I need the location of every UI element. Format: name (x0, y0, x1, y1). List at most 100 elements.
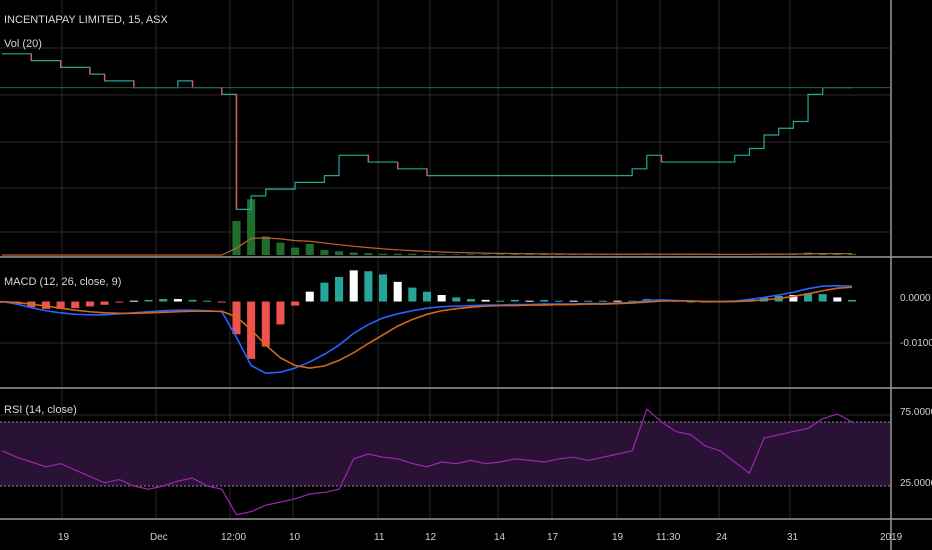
macd-histogram-bar (144, 299, 153, 302)
rsi-legend[interactable]: RSI (14, close) (4, 404, 77, 416)
volume-bar (452, 254, 461, 255)
volume-bar (247, 199, 256, 255)
volume-bar (305, 243, 314, 255)
x-label-31: 31 (787, 532, 799, 543)
volume-bar (364, 253, 373, 255)
macd-histogram-bar (584, 300, 593, 302)
macd-histogram-bar (452, 297, 461, 302)
volume-legend[interactable]: Vol (20) (4, 38, 42, 50)
volume-bar (276, 242, 285, 255)
macd-histogram-bar (818, 294, 827, 302)
volume-bar (510, 254, 519, 255)
volume-bar (540, 254, 549, 255)
macd-histogram-bar (393, 281, 402, 302)
macd-histogram-bar (364, 271, 373, 302)
macd-histogram-bar (261, 301, 270, 347)
macd-histogram-bar (320, 282, 329, 302)
volume-ma-line (2, 237, 853, 256)
macd-histogram-bar (100, 301, 109, 305)
rsi-series (1, 408, 853, 516)
volume-bar (408, 253, 417, 255)
volume-bar (437, 254, 446, 255)
macd-histogram-bar (203, 300, 212, 302)
macd-histogram-bar (789, 294, 798, 302)
macd-histogram-bar (628, 300, 637, 302)
x-label-14: 14 (494, 532, 506, 543)
macd-histogram-bar (686, 301, 695, 303)
volume-bar (569, 254, 578, 255)
macd-histogram-bar (525, 300, 534, 302)
x-label-1200: 12:00 (221, 532, 246, 543)
macd-histogram-bar (159, 299, 168, 302)
macd-histogram-bar (554, 300, 563, 302)
macd-histogram-bar (422, 291, 432, 302)
macd-histogram-bar (349, 270, 358, 302)
volume-bar (261, 236, 270, 255)
macd-histogram-bar (71, 301, 80, 309)
volume-bar (496, 254, 505, 255)
macd-histogram-bar (481, 299, 490, 302)
macd-histogram-bar (335, 276, 344, 302)
volume-bar (379, 253, 388, 255)
volume-bar (554, 254, 563, 255)
rsi-tick-75: 75.0000 (900, 407, 932, 418)
price-series (0, 53, 890, 211)
symbol-title[interactable]: INCENTIAPAY LIMITED, 15, ASX (4, 14, 168, 26)
macd-histogram-bar (408, 287, 417, 302)
macd-histogram-bar (56, 301, 65, 309)
volume-bar (320, 250, 329, 255)
volume-bar (422, 254, 432, 255)
x-label-19b: 19 (612, 532, 624, 543)
macd-tick-1: -0.0100 (900, 338, 932, 349)
macd-tick-0: 0.0000 (900, 293, 931, 304)
macd-histogram-bar (379, 274, 388, 302)
x-label-10: 10 (289, 532, 301, 543)
rsi-70-30-band (0, 422, 890, 486)
macd-legend[interactable]: MACD (12, 26, close, 9) (4, 276, 122, 288)
volume-bar (481, 254, 490, 255)
volume-bar (393, 253, 402, 255)
macd-histogram-bar (496, 300, 505, 302)
x-label-12: 12 (425, 532, 437, 543)
macd-histogram-bar (598, 300, 607, 302)
volume-bar (833, 253, 842, 255)
macd-histogram-bar (41, 301, 50, 309)
rsi-tick-25: 25.0000 (900, 478, 932, 489)
volume-bar (466, 254, 475, 255)
x-label-dec: Dec (150, 532, 168, 543)
macd-histogram-bar (437, 294, 446, 302)
macd-histogram-bar (173, 299, 182, 302)
x-label-24: 24 (716, 532, 728, 543)
x-label-17: 17 (547, 532, 559, 543)
x-label-1130: 11:30 (656, 532, 681, 543)
macd-histogram-bar (466, 299, 475, 302)
macd-histogram-bar (305, 291, 314, 302)
x-label-19a: 19 (58, 532, 70, 543)
macd-histogram-bar (115, 301, 124, 303)
macd-histogram-bar (510, 299, 519, 302)
signal-line (1, 286, 853, 369)
macd-histogram-bar (129, 300, 138, 302)
macd-histogram-bar (276, 301, 285, 325)
macd-histogram-bar (291, 301, 300, 306)
macd-series (0, 270, 857, 375)
volume-bar (525, 254, 534, 255)
macd-histogram-bar (188, 299, 197, 302)
volume-bar (335, 251, 344, 255)
macd-histogram-bar (613, 300, 622, 302)
x-label-11: 11 (374, 532, 385, 543)
rsi-band (0, 421, 890, 487)
macd-histogram-bar (833, 297, 842, 302)
macd-histogram-bar (804, 293, 813, 302)
macd-histogram-bar (540, 299, 549, 302)
macd-histogram-bar (569, 300, 578, 302)
rsi-line (1, 408, 853, 516)
volume-bar (847, 253, 857, 255)
macd-histogram-bar (217, 301, 226, 303)
volume-bars (2, 199, 857, 256)
axes: 0.0000 -0.0100 75.0000 25.0000 19 Dec 12… (58, 293, 932, 543)
x-label-2019: 2019 (880, 532, 903, 543)
macd-histogram-bar (85, 301, 94, 307)
